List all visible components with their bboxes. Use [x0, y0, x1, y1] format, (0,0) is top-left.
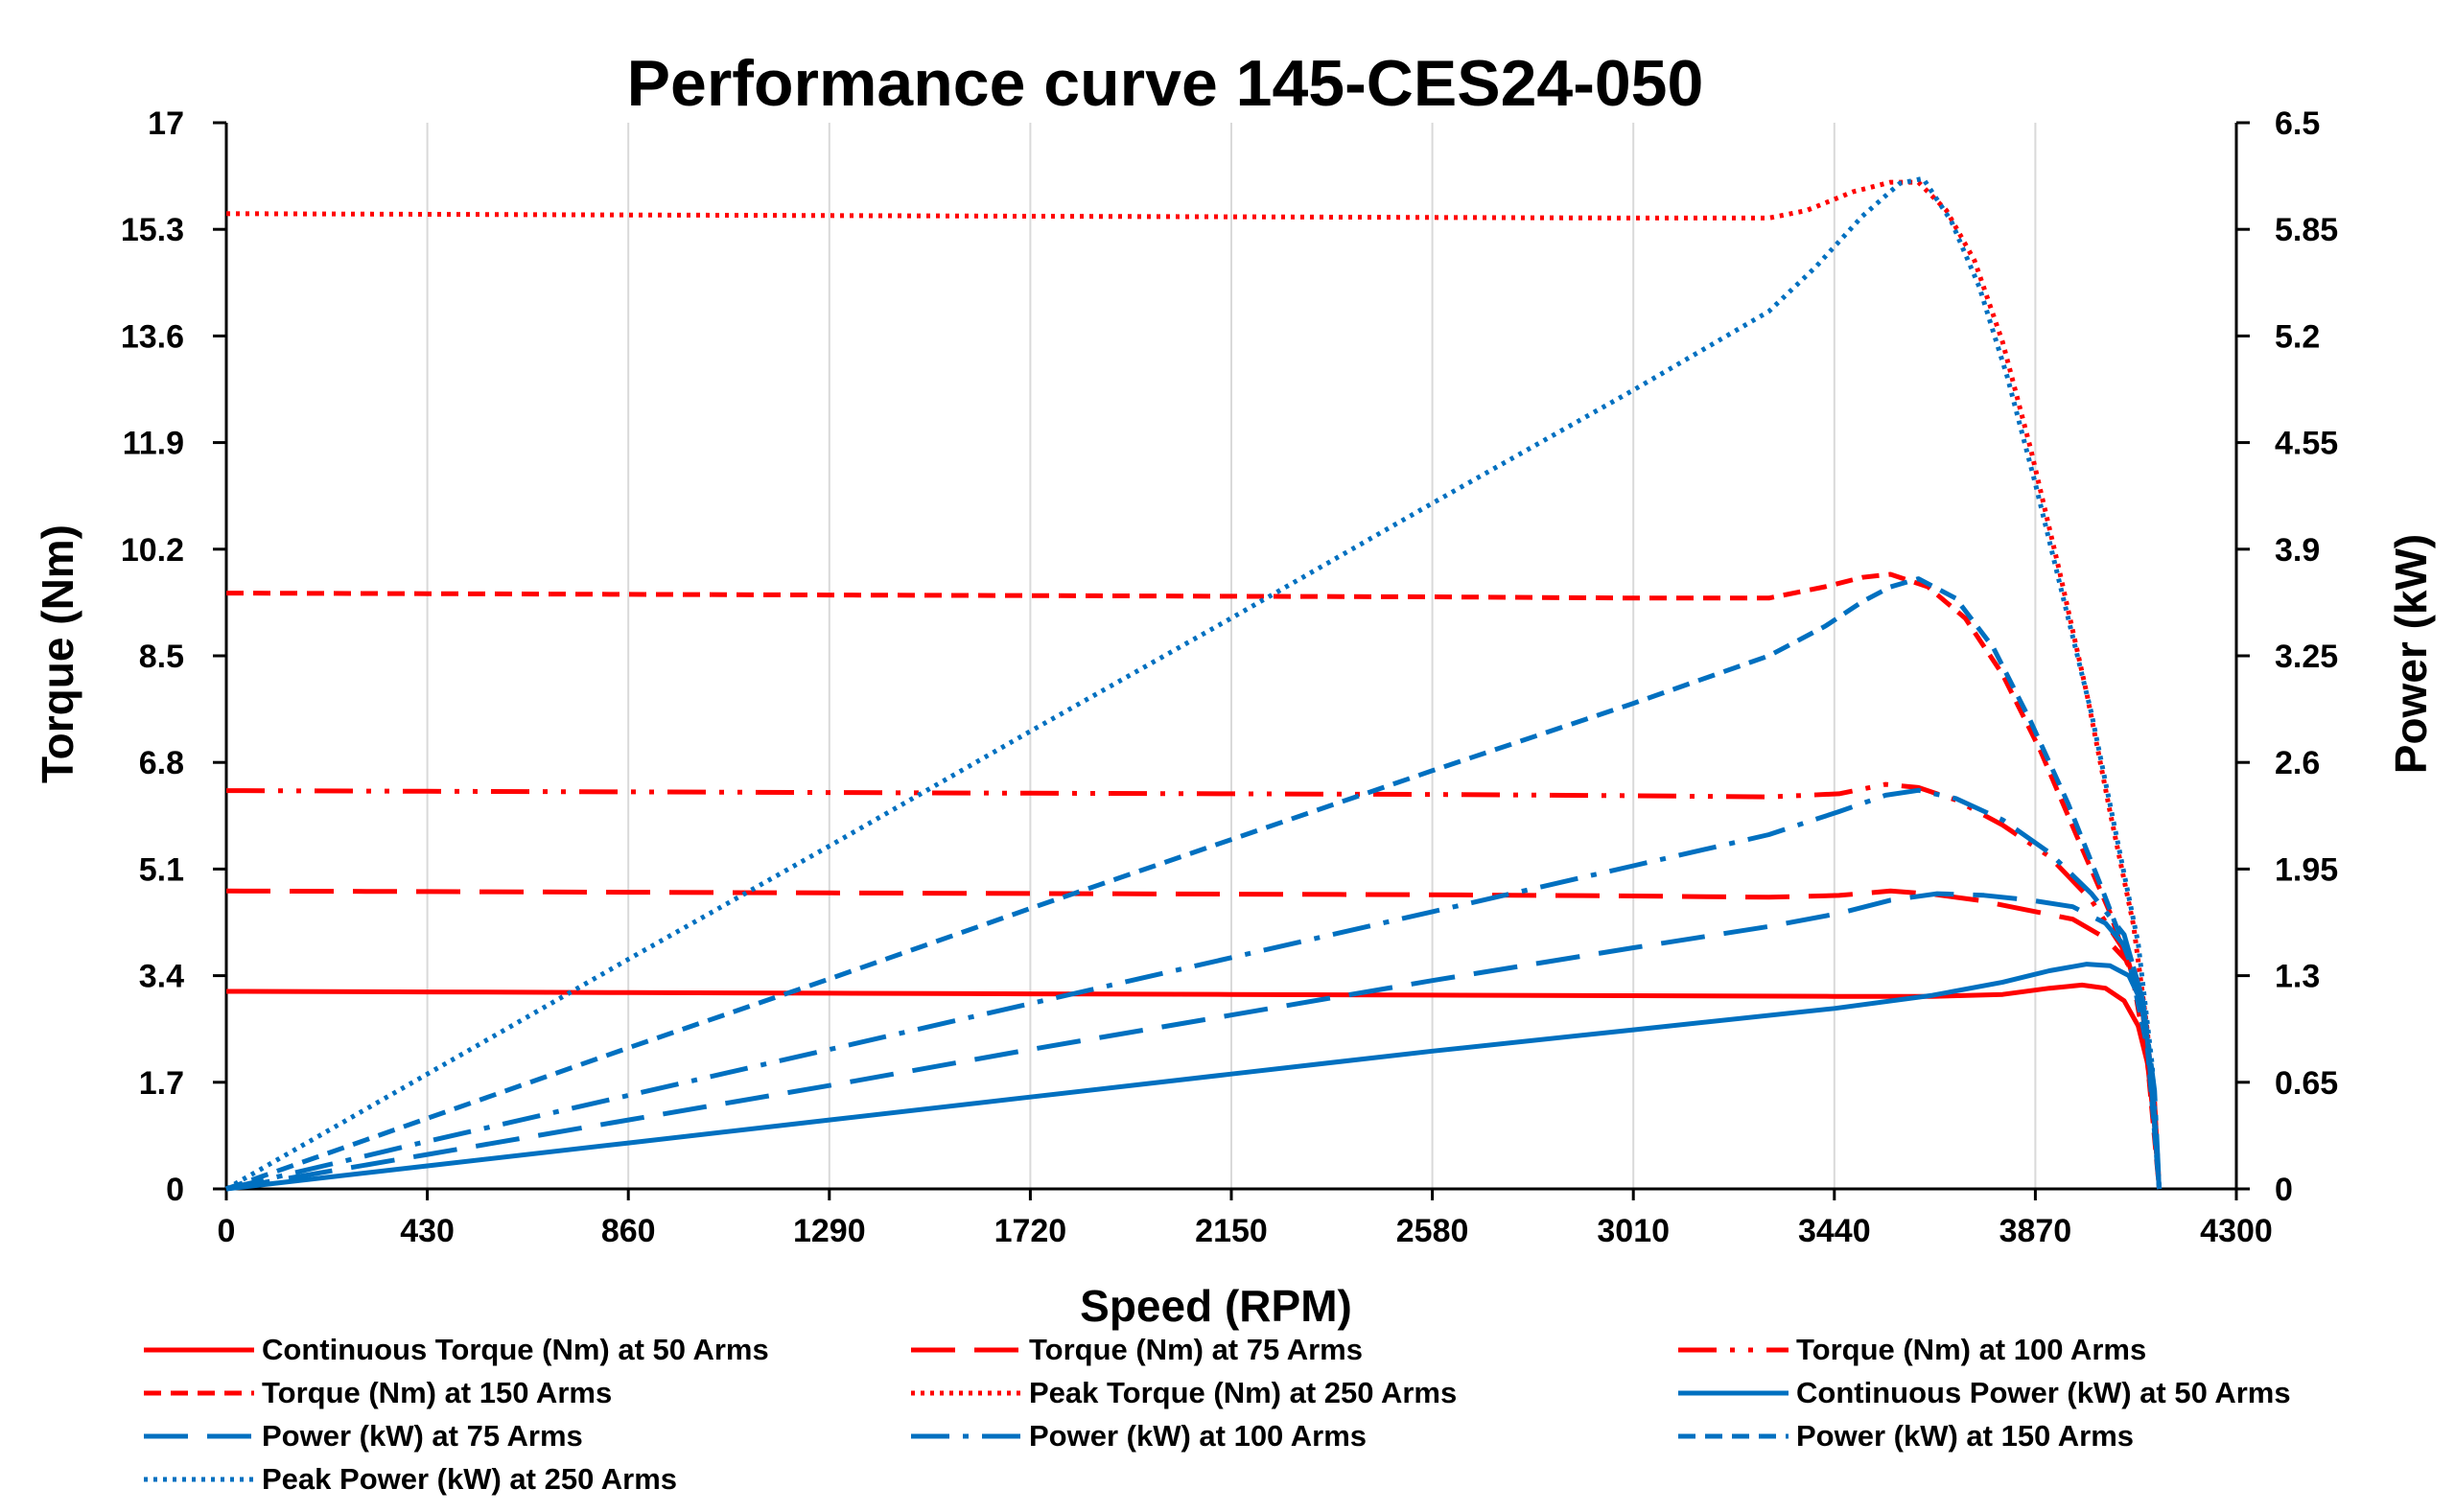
y2-tick-label: 4.55: [2275, 426, 2338, 462]
legend-label: Torque (Nm) at 150 Arms: [262, 1376, 612, 1409]
y-tick-label: 17: [148, 105, 184, 142]
y2-tick-label: 2.6: [2275, 745, 2320, 781]
chart-title: Performance curve 145-CES24-050: [627, 47, 1704, 120]
series-line-8: [225, 787, 2163, 1192]
legend-label: Continuous Power (kW) at 50 Arms: [1796, 1376, 2291, 1409]
series-lines: [224, 175, 2163, 1192]
legend-label: Power (kW) at 150 Arms: [1796, 1419, 2134, 1453]
y2-tick-label: 0.65: [2275, 1065, 2338, 1102]
legend-label: Peak Torque (Nm) at 250 Arms: [1029, 1376, 1457, 1409]
y-tick-label: 11.9: [123, 426, 184, 462]
y-tick-label: 0: [166, 1172, 184, 1208]
x-tick-label: 3440: [1798, 1213, 1871, 1249]
y-tick-label: 15.3: [121, 212, 184, 248]
y-tick-label: 13.6: [121, 318, 184, 355]
y-tick-label: 6.8: [139, 745, 184, 781]
series-line-5: [225, 179, 2163, 1190]
y2-tick-label: 1.3: [2275, 959, 2320, 995]
legend-label: Peak Power (kW) at 250 Arms: [262, 1462, 677, 1496]
legend-label: Power (kW) at 100 Arms: [1029, 1419, 1367, 1453]
x-tick-label: 3870: [1999, 1213, 2072, 1249]
series-line-4: [225, 571, 2163, 1190]
x-tick-label: 1290: [793, 1213, 866, 1249]
x-tick-label: 2580: [1396, 1213, 1469, 1249]
y-tick-label: 8.5: [139, 639, 184, 675]
legend-label: Power (kW) at 75 Arms: [262, 1419, 583, 1453]
y2-tick-label: 3.9: [2275, 532, 2320, 569]
grid-lines: [426, 123, 2037, 1189]
x-tick-label: 1720: [994, 1213, 1067, 1249]
y2-tick-label: 1.95: [2275, 851, 2338, 888]
y-tick-label: 1.7: [139, 1065, 184, 1102]
y2-tick-label: 5.2: [2275, 318, 2320, 355]
x-tick-label: 860: [601, 1213, 656, 1249]
x-axis-title: Speed (RPM): [1080, 1281, 1352, 1331]
legend-label: Torque (Nm) at 100 Arms: [1796, 1333, 2146, 1366]
y-tick-label: 5.1: [139, 851, 184, 888]
x-tick-label: 0: [218, 1213, 236, 1249]
y2-tick-label: 0: [2275, 1172, 2293, 1208]
x-tick-label: 3010: [1597, 1213, 1670, 1249]
legend: Continuous Torque (Nm) at 50 Arms Torque …: [144, 1333, 2291, 1496]
legend-label: Torque (Nm) at 75 Arms: [1029, 1333, 1363, 1366]
x-tick-label: 430: [400, 1213, 455, 1249]
y-tick-label: 3.4: [139, 959, 184, 995]
y-tick-label: 10.2: [121, 532, 184, 569]
axes: [213, 121, 2250, 1200]
series-line-2: [225, 888, 2163, 1190]
series-line-7: [225, 891, 2163, 1192]
series-line-10: [224, 175, 2163, 1192]
y2-tick-label: 6.5: [2275, 105, 2320, 142]
y-axis-title: Torque (Nm): [33, 524, 82, 783]
y2-tick-label: 3.25: [2275, 639, 2338, 675]
x-tick-label: 2150: [1195, 1213, 1268, 1249]
x-tick-label: 4300: [2200, 1213, 2273, 1249]
tick-labels: 0 430 860 1290 1720 2150 2580 3010 3440 3870 43000…: [121, 105, 2338, 1249]
y2-tick-label: 5.85: [2275, 212, 2338, 248]
series-line-9: [225, 576, 2163, 1192]
legend-label: Continuous Torque (Nm) at 50 Arms: [262, 1333, 769, 1366]
series-line-3: [225, 781, 2163, 1190]
y2-axis-title: Power (kW): [2386, 534, 2436, 774]
